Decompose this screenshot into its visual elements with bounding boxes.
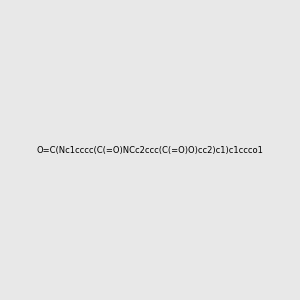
- Text: O=C(Nc1cccc(C(=O)NCc2ccc(C(=O)O)cc2)c1)c1ccco1: O=C(Nc1cccc(C(=O)NCc2ccc(C(=O)O)cc2)c1)c…: [37, 146, 263, 154]
